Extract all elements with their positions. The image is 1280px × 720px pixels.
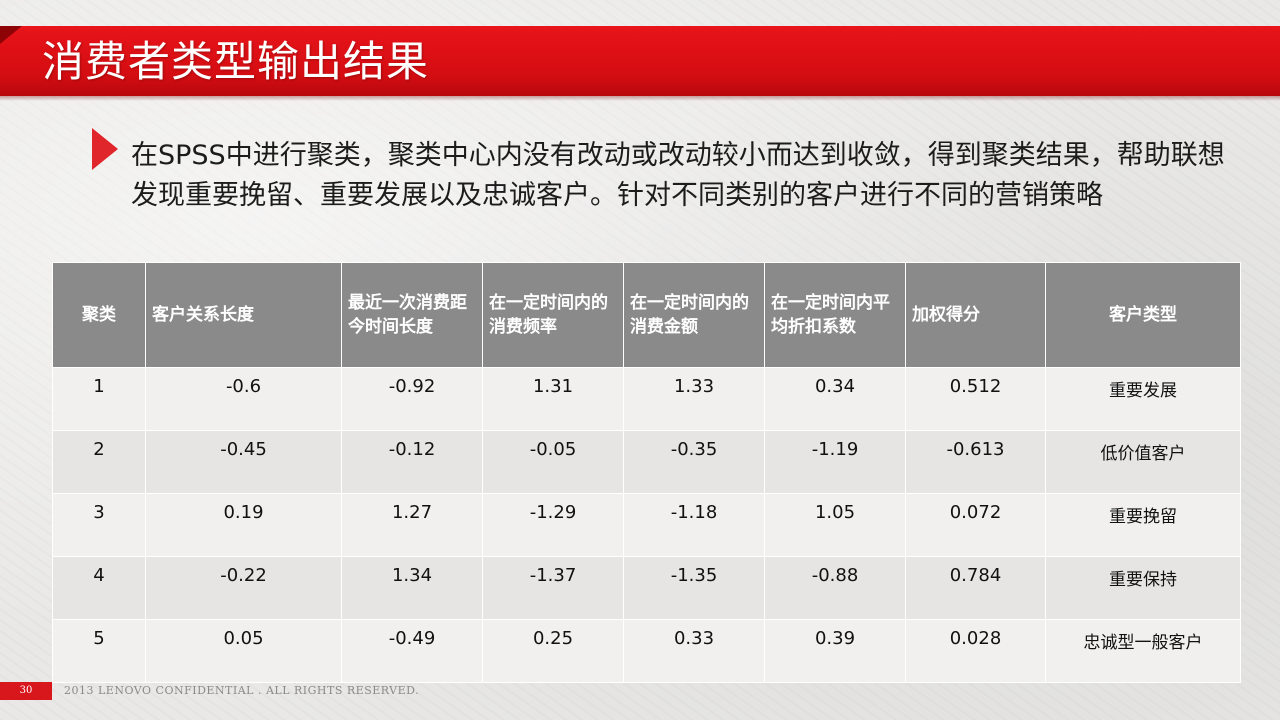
table-row: 1 -0.6 -0.92 1.31 1.33 0.34 0.512 重要发展	[52, 367, 1241, 431]
header-relationship-length: 客户关系长度	[145, 262, 342, 368]
table-row: 2 -0.45 -0.12 -0.05 -0.35 -1.19 -0.613 低…	[52, 430, 1241, 494]
header-cluster: 聚类	[52, 262, 146, 368]
cell-value: 0.39	[764, 619, 906, 683]
cell-score: 0.028	[905, 619, 1046, 683]
cell-cluster: 2	[52, 430, 146, 494]
cell-value: -0.6	[145, 367, 342, 431]
cell-value: -1.35	[623, 556, 765, 620]
cell-cluster: 1	[52, 367, 146, 431]
cell-value: -0.45	[145, 430, 342, 494]
cell-value: 0.05	[145, 619, 342, 683]
cell-customer-type: 重要发展	[1045, 367, 1241, 431]
slide-title: 消费者类型输出结果	[42, 37, 430, 86]
footer-copyright: 2013 LENOVO CONFIDENTIAL . ALL RIGHTS RE…	[64, 684, 420, 697]
cell-value: 0.33	[623, 619, 765, 683]
cell-score: 0.072	[905, 493, 1046, 557]
header-recency: 最近一次消费距今时间长度	[341, 262, 483, 368]
cell-score: -0.613	[905, 430, 1046, 494]
cell-score: 0.512	[905, 367, 1046, 431]
table-row: 4 -0.22 1.34 -1.37 -1.35 -0.88 0.784 重要保…	[52, 556, 1241, 620]
cell-customer-type: 低价值客户	[1045, 430, 1241, 494]
cell-value: -0.92	[341, 367, 483, 431]
page-number: 30	[0, 682, 52, 700]
cell-value: 0.25	[482, 619, 624, 683]
cell-value: -0.49	[341, 619, 483, 683]
header-monetary: 在一定时间内的消费金额	[623, 262, 765, 368]
cluster-result-table: 聚类 客户关系长度 最近一次消费距今时间长度 在一定时间内的消费频率 在一定时间…	[52, 262, 1241, 683]
header-discount: 在一定时间内平均折扣系数	[764, 262, 906, 368]
cell-customer-type: 重要保持	[1045, 556, 1241, 620]
cell-value: -1.18	[623, 493, 765, 557]
header-frequency: 在一定时间内的消费频率	[482, 262, 624, 368]
cell-value: 0.34	[764, 367, 906, 431]
cell-value: -1.37	[482, 556, 624, 620]
title-bar-fold	[0, 26, 22, 44]
cell-value: 1.05	[764, 493, 906, 557]
table-row: 5 0.05 -0.49 0.25 0.33 0.39 0.028 忠诚型一般客…	[52, 619, 1241, 683]
cell-value: -0.35	[623, 430, 765, 494]
cell-value: -0.22	[145, 556, 342, 620]
cell-score: 0.784	[905, 556, 1046, 620]
cell-customer-type: 忠诚型一般客户	[1045, 619, 1241, 683]
cell-value: 1.31	[482, 367, 624, 431]
triangle-bullet-icon	[92, 128, 118, 170]
table-row: 3 0.19 1.27 -1.29 -1.18 1.05 0.072 重要挽留	[52, 493, 1241, 557]
cell-value: -0.05	[482, 430, 624, 494]
header-weighted-score: 加权得分	[905, 262, 1046, 368]
cell-value: -0.88	[764, 556, 906, 620]
cell-value: 1.33	[623, 367, 765, 431]
cell-cluster: 5	[52, 619, 146, 683]
title-bar	[0, 26, 1280, 101]
cell-value: 0.19	[145, 493, 342, 557]
cell-value: -0.12	[341, 430, 483, 494]
cell-value: -1.19	[764, 430, 906, 494]
cell-value: -1.29	[482, 493, 624, 557]
bullet-text: 在SPSS中进行聚类，聚类中心内没有改动或改动较小而达到收敛，得到聚类结果，帮助…	[131, 140, 1225, 211]
table-header-row: 聚类 客户关系长度 最近一次消费距今时间长度 在一定时间内的消费频率 在一定时间…	[52, 262, 1241, 368]
cell-value: 1.27	[341, 493, 483, 557]
cell-customer-type: 重要挽留	[1045, 493, 1241, 557]
cell-cluster: 3	[52, 493, 146, 557]
cell-cluster: 4	[52, 556, 146, 620]
cell-value: 1.34	[341, 556, 483, 620]
header-customer-type: 客户类型	[1045, 262, 1241, 368]
